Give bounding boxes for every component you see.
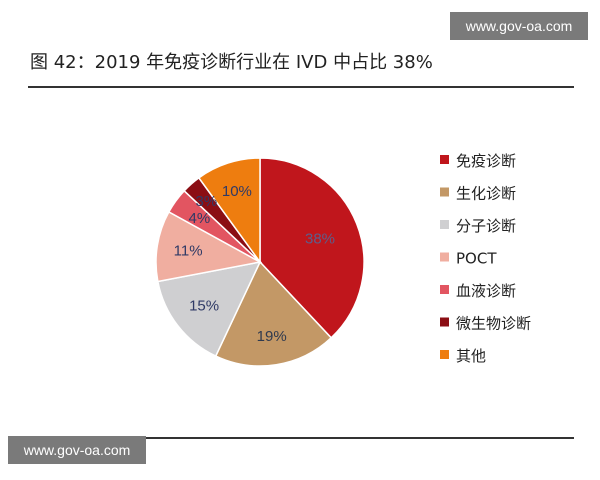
slice-1-label: 38% bbox=[305, 230, 335, 247]
legend-item-3: 分子诊断 bbox=[440, 217, 516, 235]
legend-item-1: 免疫诊断 bbox=[440, 152, 516, 170]
pie-data-labels: 38% 19% 15% 11% 4%3%10% bbox=[174, 183, 335, 345]
slice-5-label: 4% bbox=[189, 210, 211, 227]
slice-3-label: 15% bbox=[189, 297, 219, 314]
legend-item-2: 生化诊断 bbox=[440, 185, 516, 203]
legend-swatch-6 bbox=[440, 317, 449, 327]
legend-item-7: 其他 bbox=[440, 347, 486, 365]
pie-slices bbox=[155, 157, 365, 367]
legend-swatch-5 bbox=[440, 285, 449, 294]
legend-label-4: POCT bbox=[456, 250, 497, 268]
legend-label-5: 血液诊断 bbox=[456, 282, 516, 300]
legend-label-2: 生化诊断 bbox=[456, 185, 516, 203]
slice-4 bbox=[155, 210, 263, 283]
bottom-divider bbox=[28, 437, 574, 439]
watermark-top: www.gov-oa.com bbox=[450, 12, 588, 40]
legend-swatch-7 bbox=[440, 350, 449, 359]
slice-1 bbox=[259, 157, 365, 339]
slice-6-label: 3% bbox=[196, 193, 218, 210]
legend-label-1: 免疫诊断 bbox=[456, 152, 516, 170]
chart-title: 图 42：2019 年免疫诊断行业在 IVD 中占比 38% bbox=[30, 52, 433, 73]
legend-item-5: 血液诊断 bbox=[440, 282, 516, 300]
slice-7 bbox=[197, 157, 261, 265]
title-divider bbox=[28, 86, 574, 88]
legend-label-6: 微生物诊断 bbox=[456, 315, 531, 333]
watermark-bottom: www.gov-oa.com bbox=[8, 436, 146, 464]
legend-swatch-3 bbox=[440, 220, 449, 229]
slice-7-label: 10% bbox=[222, 183, 252, 200]
slice-2 bbox=[214, 260, 333, 367]
legend-label-3: 分子诊断 bbox=[456, 217, 516, 235]
legend-swatch-4 bbox=[440, 252, 449, 262]
slice-2-label: 19% bbox=[257, 328, 287, 345]
legend-swatch-2 bbox=[440, 187, 449, 197]
legend-label-7: 其他 bbox=[456, 347, 486, 365]
legend-item-6: 微生物诊断 bbox=[440, 315, 531, 333]
slice-3 bbox=[156, 260, 262, 358]
legend-swatch-1 bbox=[440, 155, 449, 164]
slice-4-label: 11% bbox=[174, 243, 203, 260]
legend-item-4: POCT bbox=[440, 250, 497, 268]
